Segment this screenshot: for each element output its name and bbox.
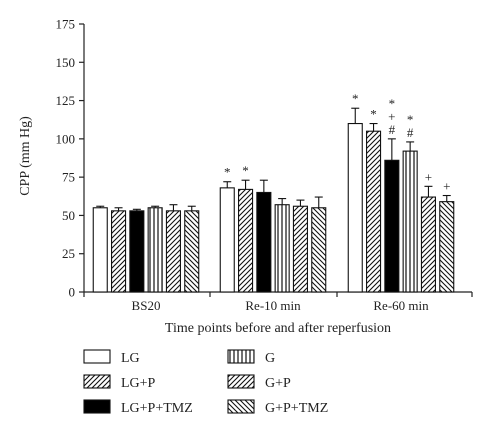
- legend-label: G+P: [265, 376, 291, 391]
- legend-swatch: [227, 374, 255, 389]
- legend-swatch: [83, 374, 111, 389]
- significance-annotation: *: [370, 107, 377, 122]
- y-tick-label: 150: [56, 55, 76, 70]
- significance-annotation: *: [407, 112, 414, 127]
- bar: [147, 207, 163, 293]
- legend-label: LG+P+TMZ: [121, 401, 193, 416]
- bar: [439, 201, 455, 293]
- significance-annotation: *: [389, 96, 396, 111]
- plot-area: 0 25 50 75 100 125 150 175 BS20 Re-10 min Re-60 mi…: [56, 17, 473, 313]
- bar: [219, 187, 235, 293]
- bar: [402, 150, 418, 293]
- bar: [311, 207, 327, 293]
- legend-swatch: [83, 349, 111, 364]
- y-tick-label: 125: [56, 93, 76, 108]
- bar: [238, 188, 254, 293]
- bar: [184, 210, 200, 293]
- y-tick-label: 75: [62, 170, 75, 185]
- y-tick-label: 175: [56, 17, 76, 32]
- x-tick-label: Re-10 min: [245, 298, 301, 313]
- bar: [384, 159, 400, 293]
- legend: LG G LG+P G+P LG+P+TMZ G+P+TMZ: [83, 349, 328, 416]
- y-tick-label: 50: [62, 208, 75, 223]
- y-tick-label: 100: [56, 131, 76, 146]
- significance-annotation: #: [389, 122, 396, 137]
- legend-swatch: [83, 399, 111, 414]
- bar: [165, 210, 181, 293]
- significance-annotation: +: [443, 179, 450, 194]
- legend-label: LG: [121, 351, 140, 366]
- significance-annotation: *: [352, 91, 359, 106]
- legend-swatch: [227, 399, 255, 414]
- bar: [420, 196, 437, 293]
- x-tick-label: Re-60 min: [373, 298, 429, 313]
- x-tick-label: BS20: [132, 298, 161, 313]
- significance-annotation: *: [242, 163, 249, 178]
- legend-swatch: [227, 349, 255, 364]
- legend-label: G: [265, 351, 275, 366]
- x-axis-label: Time points before and after reperfusion: [165, 321, 391, 336]
- significance-annotation: +: [425, 169, 432, 184]
- bar: [347, 122, 363, 293]
- significance-annotation: #: [407, 125, 414, 140]
- bar: [256, 191, 272, 293]
- significance-annotation: *: [224, 165, 231, 180]
- bar: [274, 204, 290, 293]
- legend-label: G+P+TMZ: [265, 401, 328, 416]
- y-tick-label: 25: [62, 246, 75, 261]
- legend-label: LG+P: [121, 376, 156, 391]
- bar: [292, 205, 309, 293]
- significance-annotation: +: [388, 109, 395, 124]
- bar: [365, 130, 382, 293]
- y-axis-label: CPP (mm Hg): [18, 116, 33, 196]
- bar: [111, 210, 127, 293]
- bar: [129, 210, 145, 293]
- bar: [92, 207, 108, 293]
- y-tick-label: 0: [69, 285, 76, 300]
